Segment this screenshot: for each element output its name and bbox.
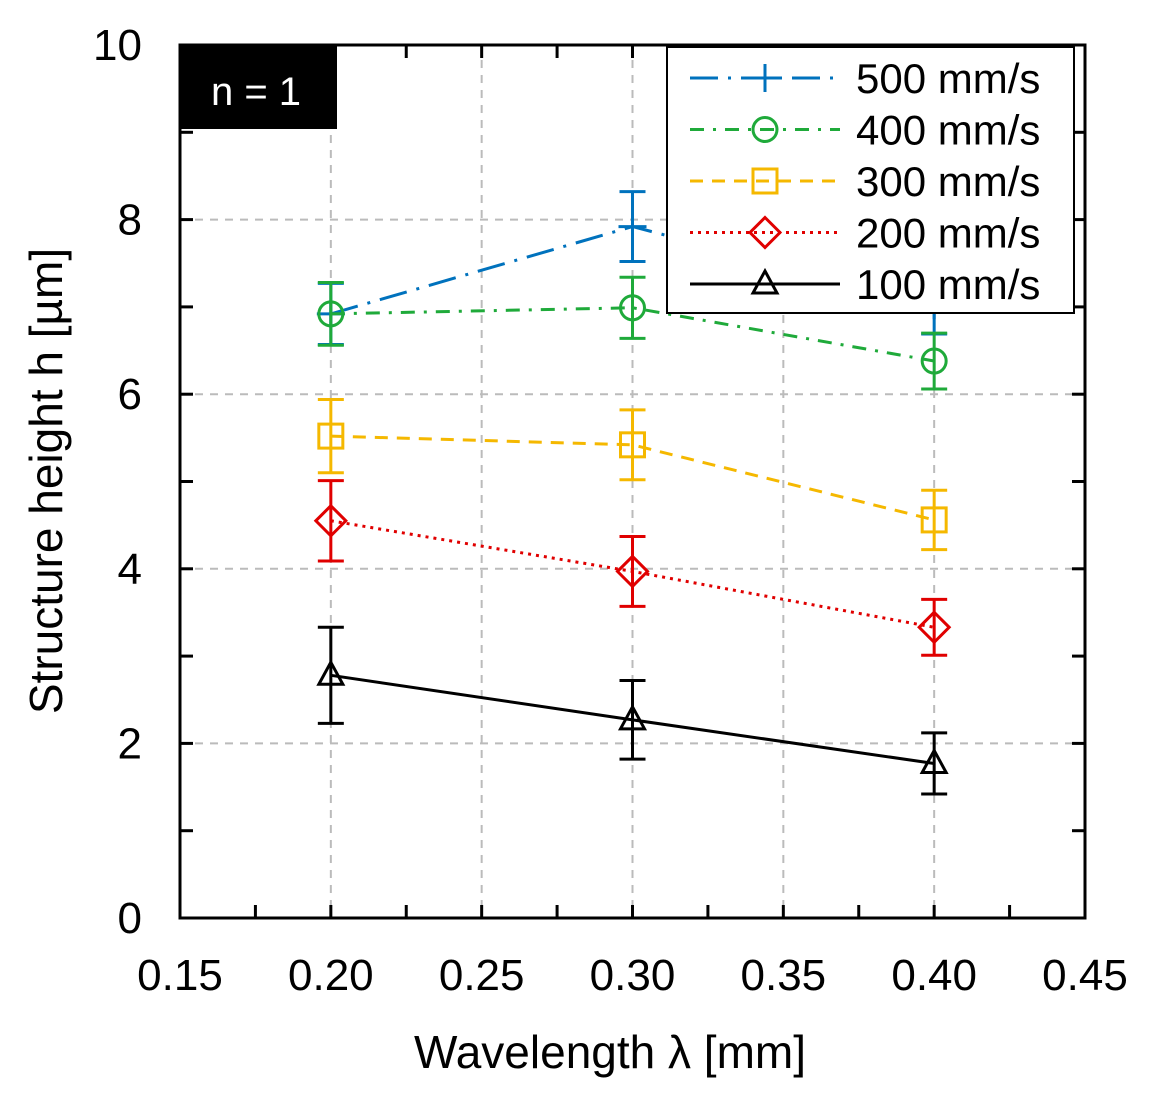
data-point bbox=[920, 347, 948, 375]
x-tick-label: 0.20 bbox=[288, 951, 374, 1000]
data-point bbox=[619, 431, 646, 459]
data-point bbox=[917, 610, 952, 645]
data-point bbox=[316, 659, 346, 686]
x-axis-label: Wavelength λ [mm] bbox=[414, 1026, 806, 1078]
legend-marker bbox=[750, 267, 780, 295]
plot-frame bbox=[178, 43, 1087, 920]
legend-marker bbox=[751, 116, 779, 143]
data-point bbox=[317, 300, 345, 328]
legend-marker bbox=[751, 64, 779, 92]
legend-label: 400 mm/s bbox=[856, 107, 1040, 154]
legend-marker bbox=[751, 167, 779, 195]
y-tick-label: 10 bbox=[93, 21, 142, 70]
annotation-box: n = 1 bbox=[181, 45, 337, 129]
x-tick-label: 0.30 bbox=[590, 951, 676, 1000]
legend-label: 500 mm/s bbox=[856, 55, 1040, 102]
data-point bbox=[313, 503, 348, 538]
x-tick-label: 0.15 bbox=[137, 951, 223, 1000]
data-point bbox=[317, 422, 345, 450]
x-tick-label: 0.40 bbox=[891, 951, 977, 1000]
legend-label: 200 mm/s bbox=[856, 210, 1040, 257]
y-tick-label: 0 bbox=[118, 894, 142, 943]
y-tick-label: 8 bbox=[118, 196, 142, 245]
y-tick-label: 6 bbox=[118, 370, 142, 419]
legend-label: 100 mm/s bbox=[856, 261, 1040, 308]
data-point bbox=[618, 212, 647, 241]
y-tick-label: 4 bbox=[118, 545, 142, 594]
annotation-text: n = 1 bbox=[211, 70, 301, 114]
series-1 bbox=[317, 275, 948, 391]
x-tick-label: 0.45 bbox=[1042, 951, 1128, 1000]
y-tick-label: 2 bbox=[118, 719, 142, 768]
series-line bbox=[330, 434, 935, 522]
data-point bbox=[920, 506, 948, 534]
series-2 bbox=[317, 397, 948, 552]
legend-label: 300 mm/s bbox=[856, 158, 1040, 205]
series-3 bbox=[313, 479, 952, 657]
data-point bbox=[617, 703, 648, 731]
y-axis-label: Structure height h [µm] bbox=[20, 248, 72, 714]
legend-marker bbox=[747, 215, 783, 250]
tick-labels: 0.15 0.20 0.25 0.30 0.35 0.40 0.45 0 2 4 6 8 10 bbox=[93, 21, 1128, 1000]
data-point bbox=[619, 294, 646, 322]
data-point bbox=[615, 554, 650, 589]
x-tick-label: 0.35 bbox=[741, 951, 827, 1000]
data-point bbox=[919, 747, 949, 774]
x-tick-label: 0.25 bbox=[439, 951, 525, 1000]
series-4 bbox=[316, 625, 949, 796]
